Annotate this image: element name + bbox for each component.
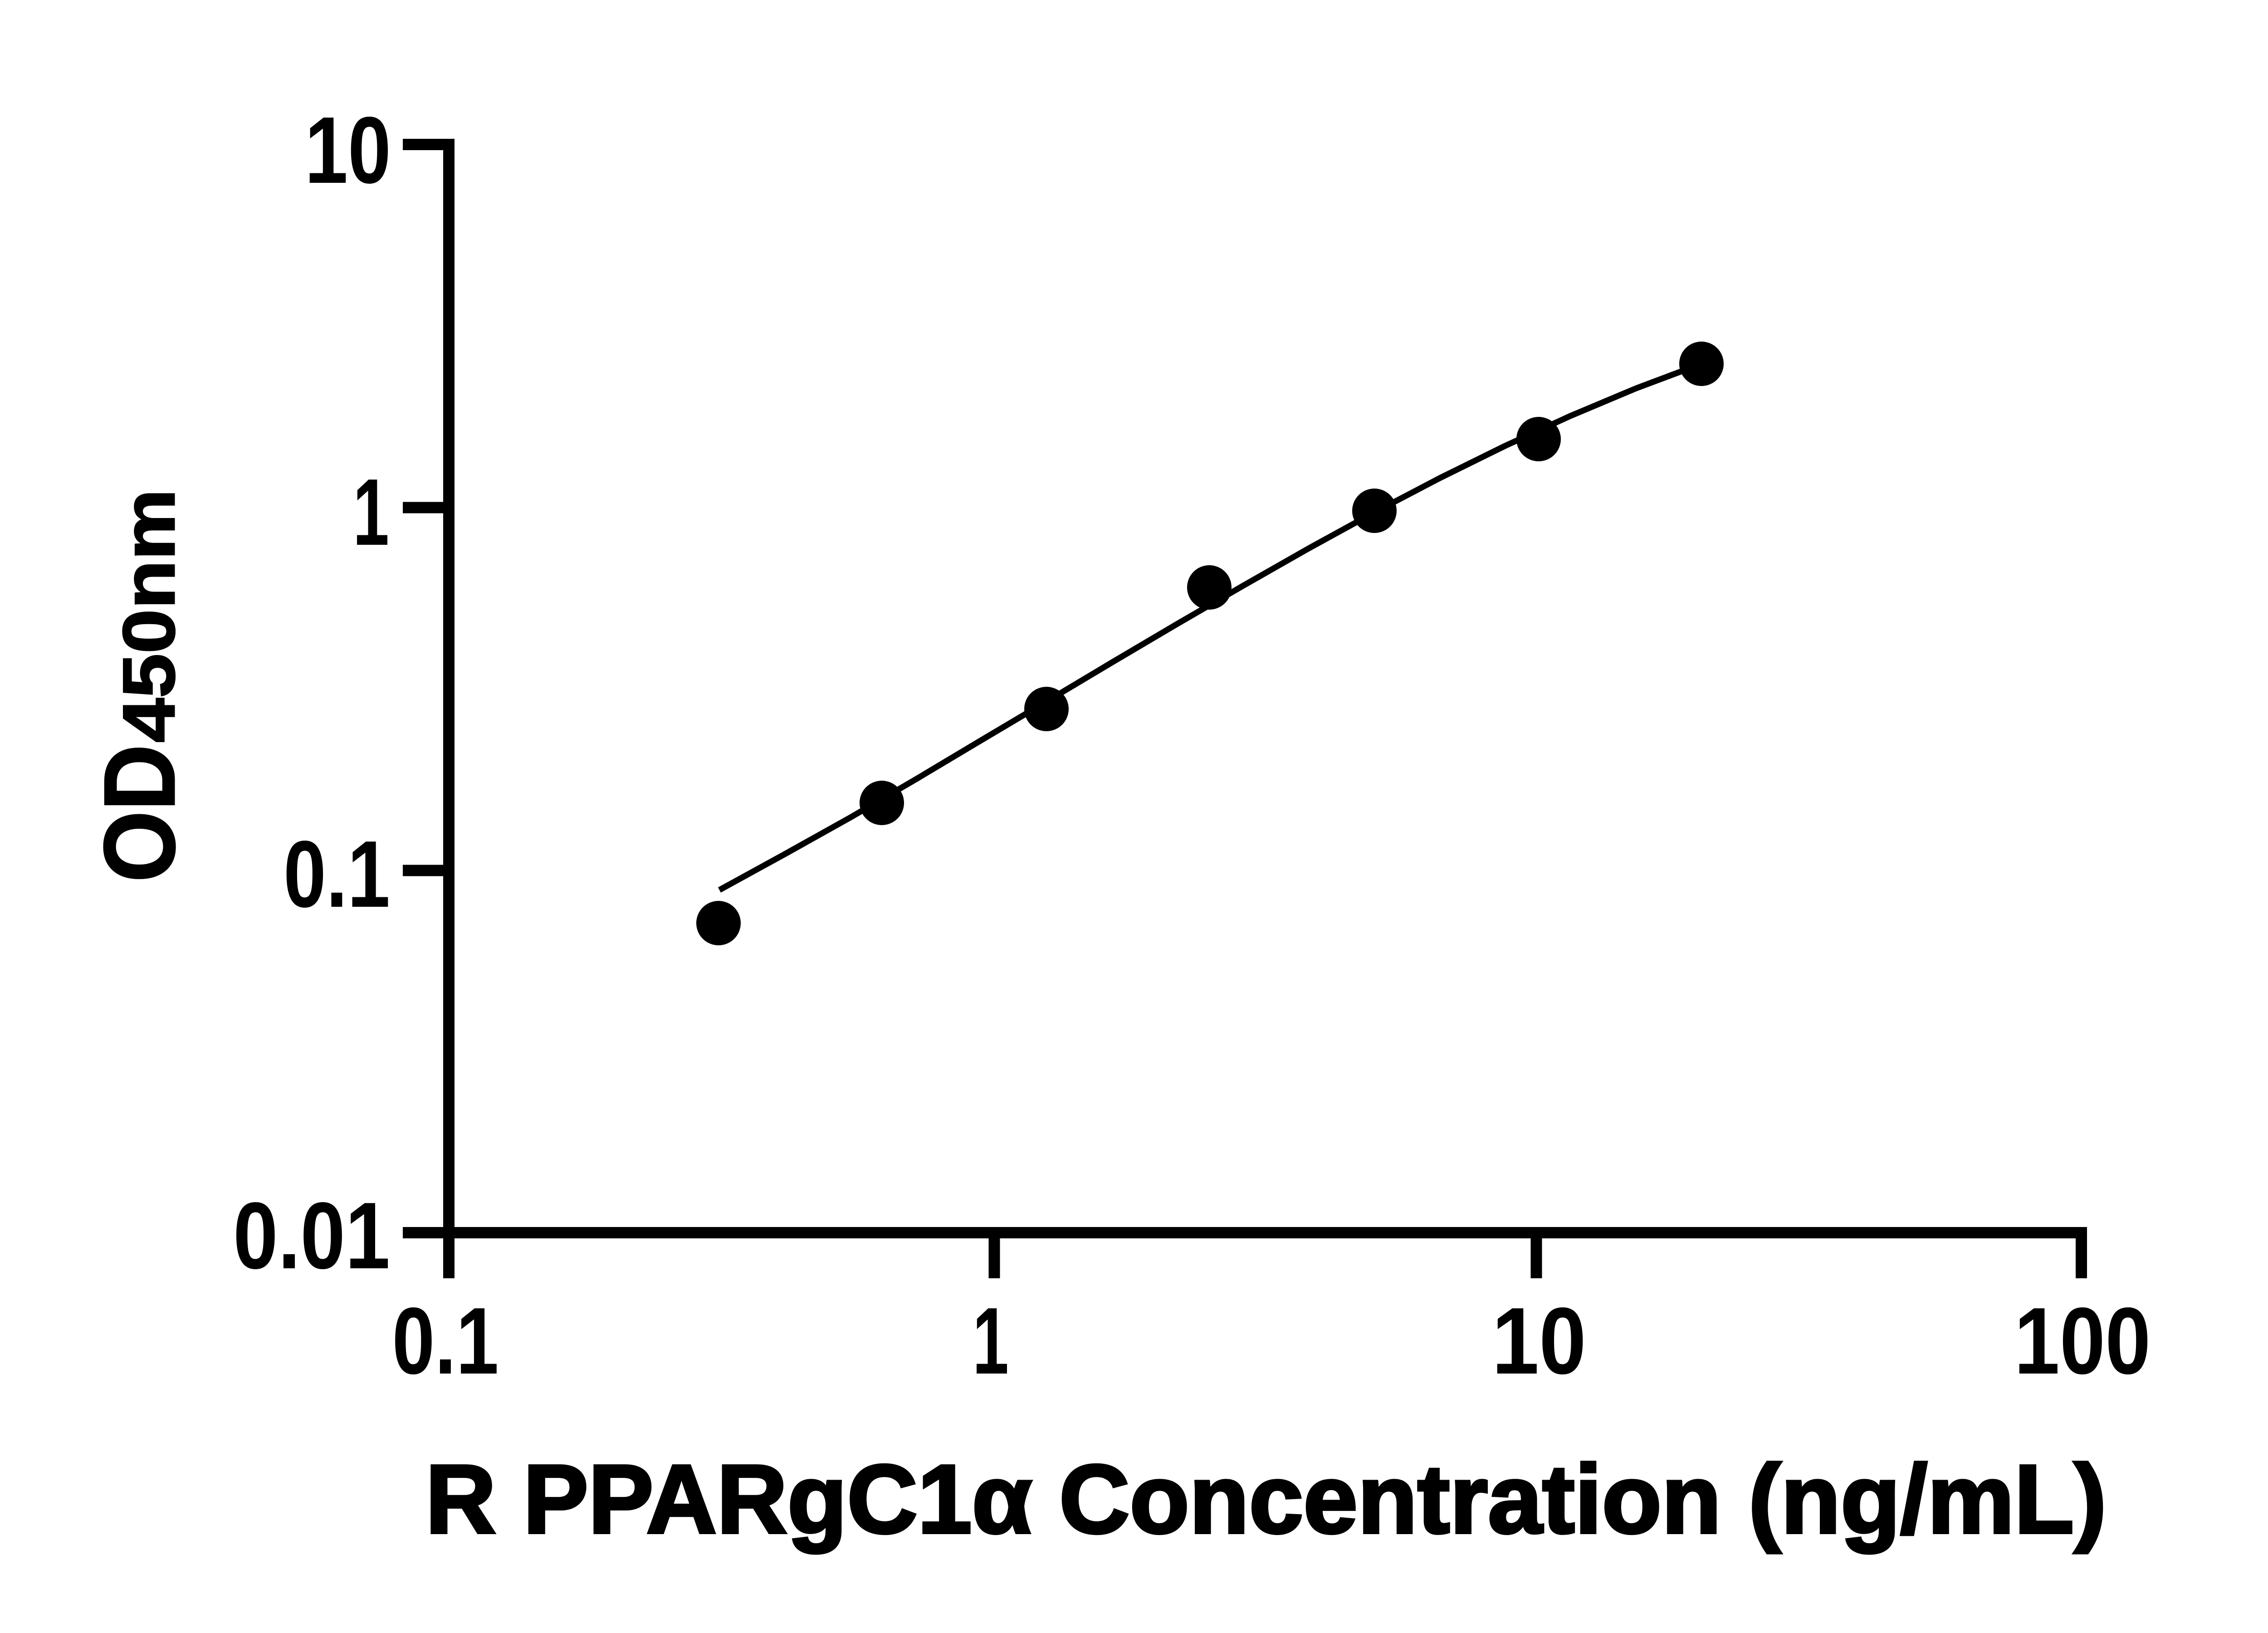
svg-text:10: 10 [1492,1288,1586,1394]
svg-text:0.01: 0.01 [233,1183,390,1289]
svg-text:R PPARgC1α Concentration (ng/m: R PPARgC1α Concentration (ng/mL) [425,1444,2107,1554]
svg-text:450nm: 450nm [108,489,190,743]
svg-text:0.1: 0.1 [284,821,390,927]
svg-text:1: 1 [973,1288,1009,1394]
svg-text:10: 10 [305,98,391,203]
svg-text:0.1: 0.1 [392,1288,499,1394]
svg-text:1: 1 [353,460,389,565]
svg-text:100: 100 [2014,1288,2151,1394]
svg-text:OD: OD [83,744,196,882]
